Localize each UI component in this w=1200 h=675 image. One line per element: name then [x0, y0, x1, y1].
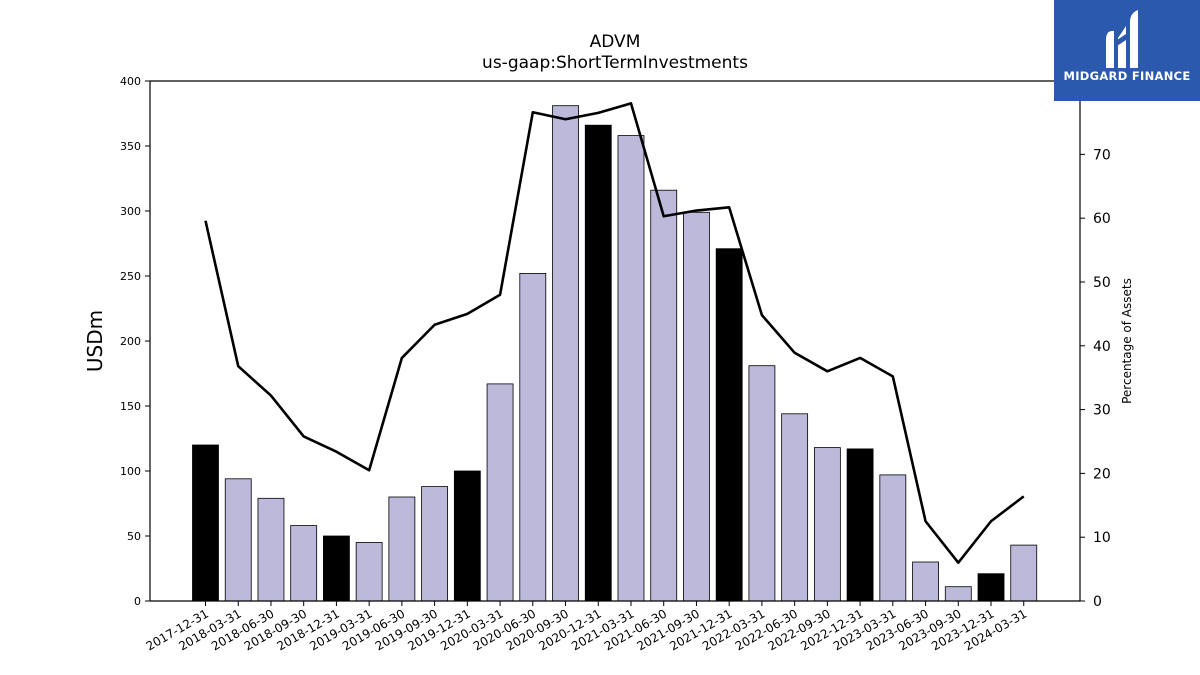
bars-layer	[192, 105, 1038, 602]
bar-2021-03-31	[617, 135, 645, 602]
bar-2022-06-30	[781, 413, 809, 602]
y2-tick-label: 50	[1093, 275, 1111, 291]
y2-tick-label: 20	[1093, 466, 1111, 482]
y-tick-label: 200	[120, 335, 141, 348]
bar-2022-12-31	[846, 448, 874, 602]
percentage-line	[204, 102, 1025, 565]
y-tick-label: 400	[120, 75, 141, 88]
bar-2023-06-30	[912, 561, 939, 602]
y-tick-label: 350	[120, 140, 141, 153]
bar-2021-06-30	[650, 189, 678, 602]
logo-text: MIDGARD FINANCE	[1063, 69, 1191, 83]
bar-2022-09-30	[813, 447, 841, 602]
bar-2018-09-30	[290, 525, 318, 602]
chart-title: ADVM	[589, 32, 641, 52]
bar-2019-03-31	[355, 542, 383, 602]
y-tick-label: 150	[120, 400, 141, 413]
y2-tick-label: 40	[1093, 339, 1111, 355]
bar-2021-12-31	[715, 248, 743, 602]
y2-tick-label: 30	[1093, 403, 1111, 419]
y2-tick-label: 0	[1093, 594, 1102, 610]
line-layer	[204, 102, 1025, 565]
bar-2023-09-30	[944, 586, 972, 602]
y2-tick-label: 60	[1093, 211, 1111, 227]
bar-2020-06-30	[519, 272, 547, 602]
logo-mark-icon	[1106, 10, 1138, 68]
bar-2019-06-30	[388, 496, 416, 602]
brand-logo: MIDGARD FINANCE	[1054, 0, 1200, 101]
y2-axis-label: Percentage of Assets	[1120, 278, 1134, 404]
bar-2019-09-30	[421, 486, 449, 602]
bar-2020-09-30	[552, 105, 579, 602]
bar-2023-03-31	[879, 474, 907, 602]
bar-2020-12-31	[584, 124, 612, 602]
y-axis-label: USDm	[83, 310, 107, 372]
bar-2021-09-30	[683, 211, 710, 602]
y2-tick-label: 10	[1093, 530, 1111, 546]
y-tick-label: 100	[120, 465, 141, 478]
y-tick-label: 0	[134, 595, 141, 608]
bar-2018-06-30	[257, 497, 285, 602]
bar-2024-03-31	[1010, 544, 1038, 602]
bar-2020-03-31	[486, 383, 514, 602]
bar-2023-12-31	[977, 573, 1005, 602]
bar-2017-12-31	[192, 444, 219, 602]
bar-2019-12-31	[453, 470, 481, 602]
y2-tick-label: 70	[1093, 147, 1111, 163]
y-tick-label: 300	[120, 205, 141, 218]
y-tick-label: 250	[120, 270, 141, 283]
y-tick-label: 50	[127, 530, 141, 543]
bar-2022-03-31	[748, 365, 776, 602]
bar-2018-03-31	[224, 478, 252, 602]
chart-subtitle: us-gaap:ShortTermInvestments	[482, 53, 748, 73]
bar-2018-12-31	[323, 535, 350, 602]
